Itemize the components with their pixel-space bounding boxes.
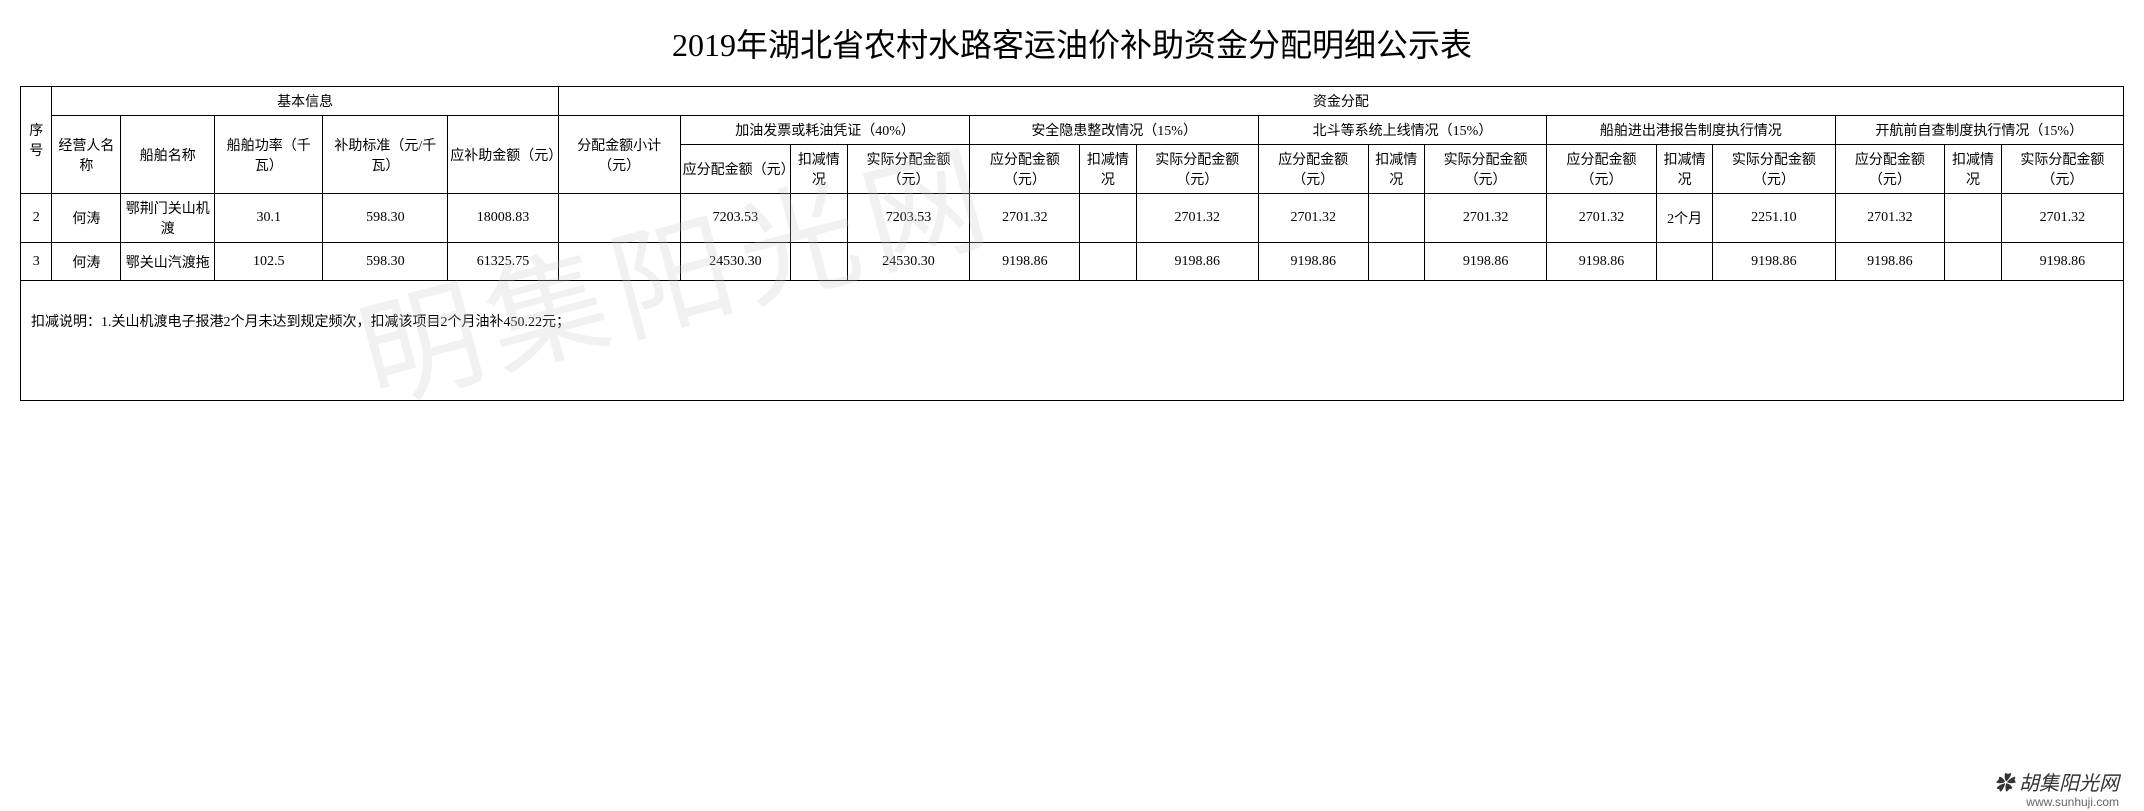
cell-safety-should: 2701.32: [970, 194, 1080, 243]
cell-beidou-deduct: [1368, 243, 1424, 281]
cell-self-deduct: [1945, 194, 2001, 243]
header-beidou-deduct: 扣减情况: [1368, 145, 1424, 194]
cell-safety-actual: 9198.86: [1136, 243, 1258, 281]
cell-subsidy: 18008.83: [448, 194, 559, 243]
header-port-should: 应分配金额（元）: [1547, 145, 1657, 194]
cell-port-actual: 2251.10: [1713, 194, 1835, 243]
cell-port-deduct: [1656, 243, 1712, 281]
header-fuel-actual: 实际分配金额（元）: [847, 145, 970, 194]
cell-standard: 598.30: [323, 194, 448, 243]
table-row: 2 何涛 鄂荆门关山机渡 30.1 598.30 18008.83 7203.5…: [21, 194, 2124, 243]
header-self-should: 应分配金额（元）: [1835, 145, 1945, 194]
cell-fuel-deduct: [791, 194, 847, 243]
cell-vessel: 鄂关山汽渡拖: [121, 243, 215, 281]
header-operator: 经营人名称: [52, 116, 121, 194]
header-safety: 安全隐患整改情况（15%）: [970, 116, 1258, 145]
cell-port-should: 2701.32: [1547, 194, 1657, 243]
cell-safety-should: 9198.86: [970, 243, 1080, 281]
cell-fuel-actual: 24530.30: [847, 243, 970, 281]
header-standard: 补助标准（元/千瓦）: [323, 116, 448, 194]
cell-beidou-should: 2701.32: [1258, 194, 1368, 243]
cell-fuel-actual: 7203.53: [847, 194, 970, 243]
cell-fuel-deduct: [791, 243, 847, 281]
header-beidou-should: 应分配金额（元）: [1258, 145, 1368, 194]
header-safety-deduct: 扣减情况: [1080, 145, 1136, 194]
cell-beidou-deduct: [1368, 194, 1424, 243]
cell-fuel-should: 24530.30: [680, 243, 791, 281]
cell-power: 102.5: [215, 243, 323, 281]
header-port-deduct: 扣减情况: [1656, 145, 1712, 194]
cell-safety-actual: 2701.32: [1136, 194, 1258, 243]
subsidy-table: 序号 基本信息 资金分配 经营人名称 船舶名称 船舶功率（千瓦） 补助标准（元/…: [20, 86, 2124, 401]
header-fuel: 加油发票或耗油凭证（40%）: [680, 116, 970, 145]
header-beidou-actual: 实际分配金额（元）: [1424, 145, 1546, 194]
header-subtotal: 分配金额小计（元）: [558, 116, 680, 194]
header-beidou: 北斗等系统上线情况（15%）: [1258, 116, 1546, 145]
header-port-actual: 实际分配金额（元）: [1713, 145, 1835, 194]
header-fund-allocation: 资金分配: [558, 87, 2123, 116]
cell-subsidy: 61325.75: [448, 243, 559, 281]
table-row: 3 何涛 鄂关山汽渡拖 102.5 598.30 61325.75 24530.…: [21, 243, 2124, 281]
cell-standard: 598.30: [323, 243, 448, 281]
cell-self-should: 2701.32: [1835, 194, 1945, 243]
cell-vessel: 鄂荆门关山机渡: [121, 194, 215, 243]
header-fuel-deduct: 扣减情况: [791, 145, 847, 194]
header-fuel-should: 应分配金额（元）: [680, 145, 791, 194]
cell-self-actual: 2701.32: [2001, 194, 2123, 243]
header-self-deduct: 扣减情况: [1945, 145, 2001, 194]
page-title: 2019年湖北省农村水路客运油价补助资金分配明细公示表: [20, 20, 2124, 66]
cell-power: 30.1: [215, 194, 323, 243]
header-self-actual: 实际分配金额（元）: [2001, 145, 2123, 194]
cell-seq: 3: [21, 243, 52, 281]
header-port: 船舶进出港报告制度执行情况: [1547, 116, 1835, 145]
header-power: 船舶功率（千瓦）: [215, 116, 323, 194]
cell-safety-deduct: [1080, 194, 1136, 243]
cell-subtotal: [558, 243, 680, 281]
footer-logo: ✿ 胡集阳光网: [1994, 767, 2119, 796]
cell-safety-deduct: [1080, 243, 1136, 281]
cell-port-deduct: 2个月: [1656, 194, 1712, 243]
cell-seq: 2: [21, 194, 52, 243]
header-subsidy: 应补助金额（元）: [448, 116, 559, 194]
deduction-note: 扣减说明：1.关山机渡电子报港2个月未达到规定频次，扣减该项目2个月油补450.…: [21, 281, 2124, 401]
footer-url: www.sunhuji.com: [2026, 795, 2119, 809]
cell-beidou-should: 9198.86: [1258, 243, 1368, 281]
cell-subtotal: [558, 194, 680, 243]
header-basic-info: 基本信息: [52, 87, 558, 116]
cell-beidou-actual: 2701.32: [1424, 194, 1546, 243]
note-row: 扣减说明：1.关山机渡电子报港2个月未达到规定频次，扣减该项目2个月油补450.…: [21, 281, 2124, 401]
cell-self-actual: 9198.86: [2001, 243, 2123, 281]
header-self: 开航前自查制度执行情况（15%）: [1835, 116, 2123, 145]
header-seq: 序号: [21, 87, 52, 194]
header-safety-actual: 实际分配金额（元）: [1136, 145, 1258, 194]
header-vessel: 船舶名称: [121, 116, 215, 194]
cell-port-should: 9198.86: [1547, 243, 1657, 281]
cell-operator: 何涛: [52, 243, 121, 281]
cell-operator: 何涛: [52, 194, 121, 243]
cell-fuel-should: 7203.53: [680, 194, 791, 243]
cell-beidou-actual: 9198.86: [1424, 243, 1546, 281]
header-safety-should: 应分配金额（元）: [970, 145, 1080, 194]
cell-port-actual: 9198.86: [1713, 243, 1835, 281]
cell-self-deduct: [1945, 243, 2001, 281]
cell-self-should: 9198.86: [1835, 243, 1945, 281]
